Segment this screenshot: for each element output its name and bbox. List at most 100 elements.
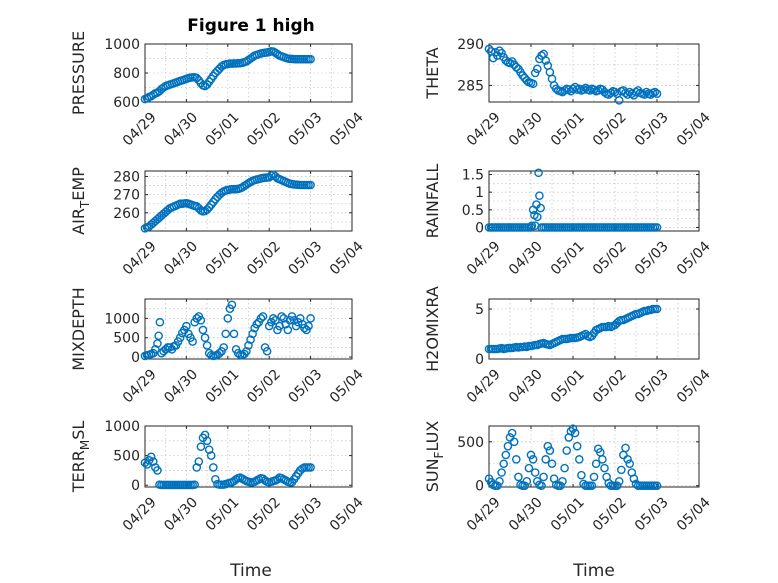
- y-tick-label: 800: [113, 66, 140, 82]
- data-point: [600, 463, 609, 473]
- data-point: [642, 87, 651, 97]
- x-tick-label: 05/02: [590, 109, 630, 149]
- data-point: [617, 465, 626, 475]
- data-point: [271, 315, 280, 325]
- subplot-8: 04/29 04/30 05/01 05/02 05/03 05/04 0 500 SUNFLU…: [423, 421, 714, 535]
- grid-lines: [144, 43, 353, 103]
- data-point: [568, 424, 578, 433]
- x-tick-label: 04/30: [161, 366, 201, 406]
- data-point: [530, 68, 540, 78]
- y-tick-label: 500: [457, 435, 484, 451]
- data-point: [587, 481, 597, 490]
- data-point: [560, 86, 569, 95]
- y-axis-label-main: SUN: [423, 458, 442, 492]
- subplot-2: 04/29 04/30 05/01 05/02 05/03 05/04 285 290 THET…: [423, 37, 714, 149]
- data-point: [526, 450, 536, 460]
- data-point: [528, 455, 538, 464]
- data-point: [560, 463, 569, 473]
- y-axis-label-suffix: SL: [69, 421, 88, 440]
- x-tick-label: 05/04: [327, 109, 367, 149]
- data-point: [306, 180, 315, 190]
- data-point: [621, 88, 630, 98]
- data-point: [568, 84, 578, 94]
- y-axis-label-main: H2OMIXRA: [423, 286, 442, 372]
- data-markers: [484, 44, 662, 105]
- data-point: [148, 90, 158, 100]
- data-point: [623, 90, 632, 99]
- x-tick-label: 05/03: [285, 238, 325, 278]
- data-point: [621, 443, 630, 453]
- y-tick-label: 0: [131, 478, 140, 494]
- data-point: [196, 315, 206, 325]
- x-tick-label: 05/01: [203, 238, 243, 278]
- data-point: [562, 446, 572, 455]
- x-tick-label: 04/29: [464, 366, 504, 406]
- data-point: [614, 476, 624, 486]
- x-tick-label: 05/01: [548, 366, 588, 406]
- data-point: [192, 73, 202, 83]
- data-point: [536, 203, 545, 213]
- data-point: [520, 481, 530, 490]
- data-point: [589, 85, 599, 94]
- x-tick-label: 05/01: [548, 238, 588, 278]
- subplot-7: 04/29 04/30 05/01 05/02 05/03 05/04 0 500 1000 TE…: [69, 419, 367, 534]
- x-tick-label: 05/03: [285, 366, 325, 406]
- data-point: [558, 476, 567, 486]
- data-markers: [484, 304, 662, 354]
- x-tick-label: 04/30: [161, 238, 201, 278]
- x-tick-label: 04/29: [464, 494, 504, 534]
- y-tick-label: 0.5: [462, 203, 484, 219]
- data-point: [652, 481, 662, 490]
- x-tick-label: 05/03: [632, 494, 672, 534]
- data-point: [507, 428, 517, 438]
- x-tick-label: 05/01: [203, 494, 243, 534]
- x-tick-label: 05/03: [632, 366, 672, 406]
- subplot-4: 04/29 04/30 05/01 05/02 05/03 05/04 00.5 11.5 RA…: [423, 164, 714, 279]
- data-point: [304, 321, 313, 331]
- x-tick-label: 05/03: [285, 109, 325, 149]
- data-point: [175, 333, 185, 343]
- x-tick-label: 04/29: [120, 366, 160, 406]
- data-point: [650, 87, 660, 97]
- data-point: [277, 312, 286, 321]
- data-point: [295, 314, 305, 323]
- data-point: [153, 339, 162, 348]
- data-point: [623, 455, 632, 464]
- data-point: [215, 348, 224, 358]
- data-point: [575, 455, 584, 464]
- data-point: [614, 96, 624, 105]
- data-point: [600, 87, 609, 97]
- data-markers: [140, 430, 315, 490]
- x-tick-label: 05/02: [244, 366, 284, 406]
- x-tick-label: 04/30: [161, 109, 201, 149]
- data-point: [652, 223, 662, 232]
- data-point: [503, 441, 513, 451]
- data-point: [142, 94, 152, 103]
- data-point: [283, 325, 293, 335]
- data-point: [246, 335, 255, 344]
- y-axis-label-main: MIXDEPTH: [69, 287, 88, 370]
- data-point: [572, 441, 582, 451]
- x-axis-label-left: Time: [229, 561, 272, 581]
- data-point: [652, 89, 662, 99]
- x-tick-label: 05/01: [203, 366, 243, 406]
- x-tick-label: 05/04: [327, 494, 367, 534]
- y-tick-label: 5: [475, 302, 484, 318]
- data-point: [581, 83, 590, 93]
- axes-box: [144, 170, 353, 232]
- axes-box: [144, 425, 353, 488]
- data-point: [610, 87, 620, 97]
- data-point: [543, 441, 553, 451]
- x-tick-label: 05/02: [590, 494, 630, 534]
- data-point: [512, 455, 521, 464]
- data-point: [612, 481, 622, 490]
- x-tick-label: 05/04: [674, 494, 714, 534]
- y-axis-label-subscript: T: [78, 200, 92, 209]
- y-tick-label: 270: [113, 188, 140, 204]
- x-tick-label: 04/29: [464, 238, 504, 278]
- figure-title-group: Figure 1 high: [187, 16, 315, 36]
- data-point: [545, 446, 555, 455]
- data-point: [258, 312, 268, 321]
- data-markers: [484, 168, 662, 232]
